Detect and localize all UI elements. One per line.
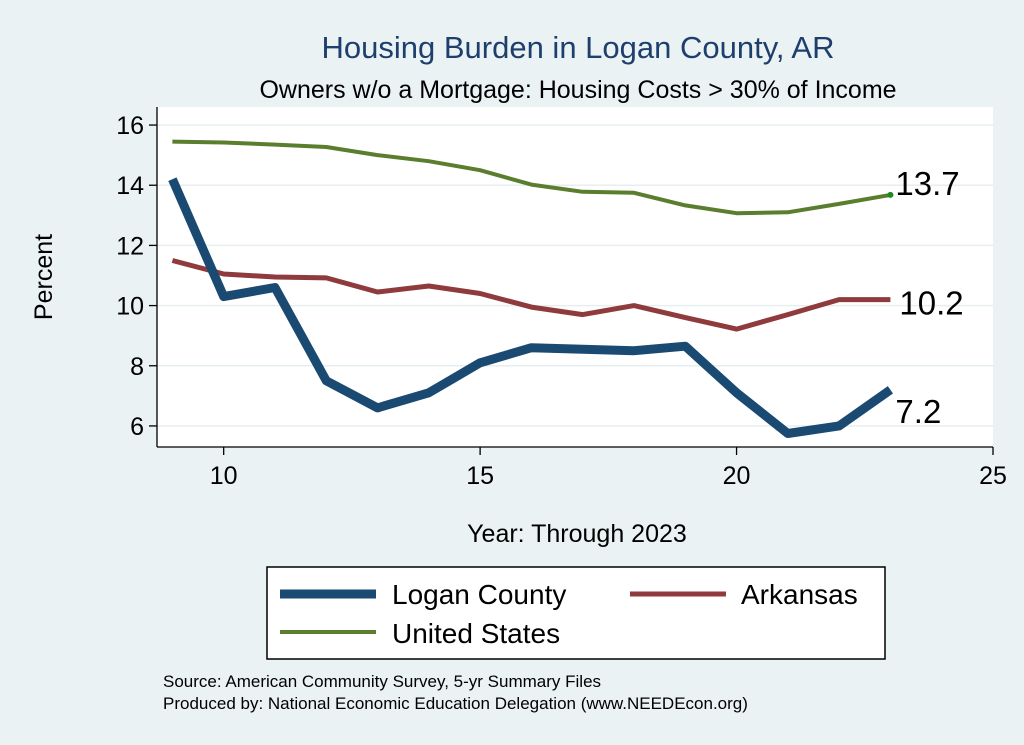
series-line-arkansas (171, 258, 891, 332)
y-tick-label: 12 (116, 232, 144, 260)
legend-label-arkansas: Arkansas (741, 579, 858, 610)
series-line-logan-county (168, 177, 893, 438)
y-tick-label: 16 (116, 112, 144, 140)
end-label-united-states: 13.7 (895, 165, 959, 202)
legend-label-logan-county: Logan County (392, 579, 566, 610)
legend-label-united-states: United States (392, 618, 560, 649)
y-tick-label: 8 (130, 353, 144, 381)
x-tick-label: 15 (466, 462, 494, 490)
producer-note: Produced by: National Economic Education… (163, 694, 748, 713)
x-tick-label: 20 (723, 462, 751, 490)
chart-subtitle: Owners w/o a Mortgage: Housing Costs > 3… (259, 76, 896, 104)
x-axis-title: Year: Through 2023 (467, 520, 687, 548)
series-end-marker-united-states (887, 191, 894, 198)
legend-box (266, 566, 886, 660)
x-tick-label: 10 (210, 462, 238, 490)
y-axis-title: Percent (30, 234, 58, 320)
series-line-united-states (172, 139, 891, 216)
y-tick-label: 6 (130, 413, 144, 441)
y-tick-label: 14 (116, 172, 144, 200)
y-tick-label: 10 (116, 293, 144, 321)
end-label-logan-county: 7.2 (895, 393, 941, 430)
chart-title: Housing Burden in Logan County, AR (322, 30, 835, 65)
x-tick-label: 25 (979, 462, 1007, 490)
source-note: Source: American Community Survey, 5-yr … (163, 672, 601, 691)
end-label-arkansas: 10.2 (899, 285, 963, 322)
